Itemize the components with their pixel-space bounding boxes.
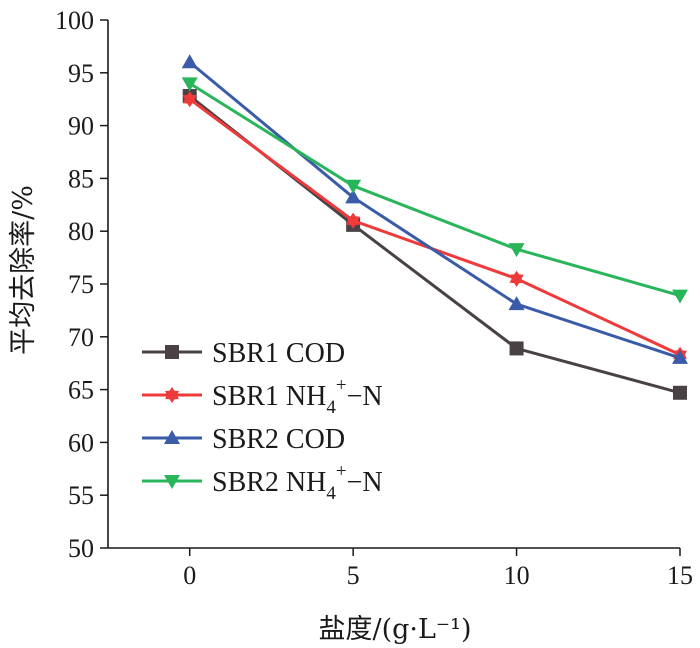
data-point-triangle-down: [508, 243, 525, 258]
legend-name: SBR1 COD: [212, 338, 345, 369]
y-tick-label: 60: [68, 428, 94, 457]
legend-label: SBR2 COD: [212, 424, 345, 455]
y-axis-title: 平均去除率/%: [8, 185, 39, 355]
data-point-square: [509, 341, 524, 356]
data-point-triangle-up: [164, 430, 180, 444]
legend-subscript: 4: [326, 397, 336, 418]
y-tick-label: 95: [68, 59, 94, 88]
legend-label: SBR1 COD: [212, 338, 345, 369]
legend-item-4: SBR2 NH4+−N: [142, 461, 383, 504]
x-tick-label: 15: [667, 561, 693, 590]
legend-subscript: 4: [326, 483, 336, 504]
x-tick-label: 0: [183, 561, 196, 590]
y-tick-label: 75: [68, 270, 94, 299]
legend-item-1: SBR1 COD: [142, 338, 345, 369]
y-tick-label: 85: [68, 164, 94, 193]
series-4: [181, 77, 688, 304]
legend-item-2: SBR1 NH4+−N: [142, 375, 383, 418]
chart-series: [181, 54, 688, 400]
x-tick-label: 10: [504, 561, 530, 590]
x-axis-ticks: 0 5 10 15: [183, 548, 693, 590]
legend-name: SBR2 NH: [212, 467, 326, 498]
x-axis-title: 盐度/(g·L⁻¹): [318, 614, 471, 645]
y-tick-label: 70: [68, 323, 94, 352]
data-point-triangle-up: [345, 189, 362, 204]
legend-label: SBR2 NH4+−N: [212, 461, 383, 504]
series-line: [188, 61, 681, 360]
y-tick-label: 50: [68, 534, 94, 563]
data-point-square: [673, 385, 687, 400]
legend-name: SBR1 NH: [212, 381, 326, 412]
data-point-triangle-up: [672, 349, 688, 364]
y-tick-label: 65: [68, 376, 94, 405]
series-line: [188, 97, 681, 357]
legend-superscript: +: [336, 375, 347, 396]
data-point-star: [165, 387, 179, 403]
x-tick-label: 5: [347, 561, 360, 590]
legend-suffix: −N: [347, 381, 383, 412]
y-tick-label: 90: [68, 112, 94, 141]
data-point-triangle-down: [672, 289, 688, 304]
data-point-triangle-up: [508, 296, 525, 311]
legend-superscript: +: [336, 461, 347, 482]
y-axis-ticks: 50 55 60 65 70 75 80 85 90 95 100: [55, 6, 108, 563]
data-point-triangle-down: [345, 179, 362, 194]
y-tick-label: 80: [68, 217, 94, 246]
y-tick-label: 100: [55, 6, 94, 35]
data-point-star: [509, 270, 524, 287]
series-line: [188, 82, 681, 298]
data-point-star: [346, 212, 361, 229]
legend-suffix: −N: [347, 467, 383, 498]
data-point-triangle-up: [181, 54, 198, 69]
data-point-triangle-down: [164, 475, 180, 489]
legend-item-3: SBR2 COD: [142, 424, 345, 455]
series-2: [182, 91, 687, 363]
data-point-square: [165, 345, 179, 359]
series-3: [181, 54, 688, 364]
legend-name: SBR2 COD: [212, 424, 345, 455]
data-point-star: [182, 91, 197, 108]
legend-label: SBR1 NH4+−N: [212, 375, 383, 418]
data-point-triangle-down: [181, 77, 198, 92]
y-tick-label: 55: [68, 481, 94, 510]
